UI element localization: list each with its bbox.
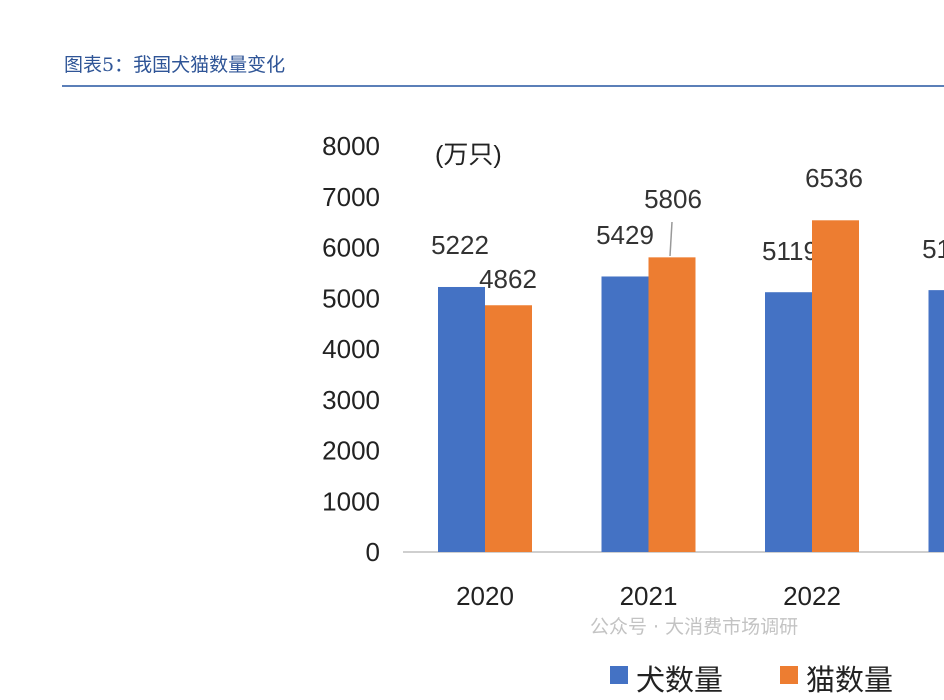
- y-tick-label: 5000: [322, 283, 380, 313]
- data-label: 4862: [479, 264, 537, 294]
- data-label: 5222: [431, 230, 489, 260]
- legend-label: 猫数量: [806, 663, 893, 697]
- y-tick-label: 6000: [322, 233, 380, 263]
- data-label: 5429: [596, 220, 654, 250]
- x-tick-label: 2022: [783, 581, 841, 611]
- data-label: 5806: [644, 184, 702, 214]
- data-label: 5160: [922, 234, 944, 264]
- bar-猫数量-2020: [485, 305, 532, 552]
- y-tick-label: 4000: [322, 334, 380, 364]
- y-tick-label: 3000: [322, 385, 380, 415]
- unit-label: (万只): [435, 141, 502, 169]
- legend-label: 犬数量: [636, 663, 723, 697]
- title-divider: [62, 85, 944, 87]
- x-tick-label: 2021: [620, 581, 678, 611]
- data-label: 6536: [805, 163, 863, 193]
- figure-title: 图表5：我国犬猫数量变化: [64, 54, 286, 76]
- x-tick-label: 2020: [456, 581, 514, 611]
- bar-犬数量-2022: [765, 292, 812, 552]
- y-tick-label: 1000: [322, 486, 380, 516]
- data-label: 5119: [762, 236, 818, 266]
- bar-犬数量-2023: [928, 290, 944, 552]
- y-tick-label: 8000: [322, 131, 380, 161]
- y-tick-label: 0: [366, 537, 380, 567]
- legend-swatch-犬数量: [610, 666, 628, 684]
- watermark: 公众号 · 大消费市场调研: [590, 616, 799, 638]
- bar-犬数量-2020: [438, 286, 485, 552]
- legend-swatch-猫数量: [780, 666, 798, 684]
- bar-犬数量-2021: [601, 276, 649, 552]
- leader-line: [669, 221, 673, 257]
- bar-猫数量-2021: [648, 257, 696, 552]
- y-tick-label: 7000: [322, 182, 380, 212]
- bar-猫数量-2022: [812, 220, 859, 552]
- y-tick-label: 2000: [322, 436, 380, 466]
